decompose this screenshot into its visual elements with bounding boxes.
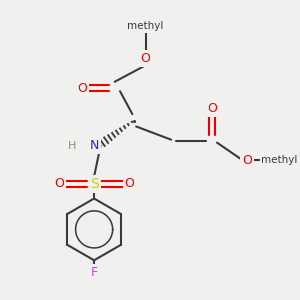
Text: methyl: methyl (261, 155, 298, 165)
Text: H: H (68, 141, 76, 151)
Text: O: O (207, 102, 217, 115)
Text: methyl: methyl (128, 22, 164, 32)
Text: N: N (89, 139, 99, 152)
Text: O: O (141, 52, 151, 65)
Text: S: S (90, 177, 98, 191)
Text: O: O (54, 177, 64, 190)
Text: O: O (124, 177, 134, 190)
Text: O: O (242, 154, 252, 167)
Text: O: O (77, 82, 87, 95)
Text: F: F (91, 266, 98, 279)
